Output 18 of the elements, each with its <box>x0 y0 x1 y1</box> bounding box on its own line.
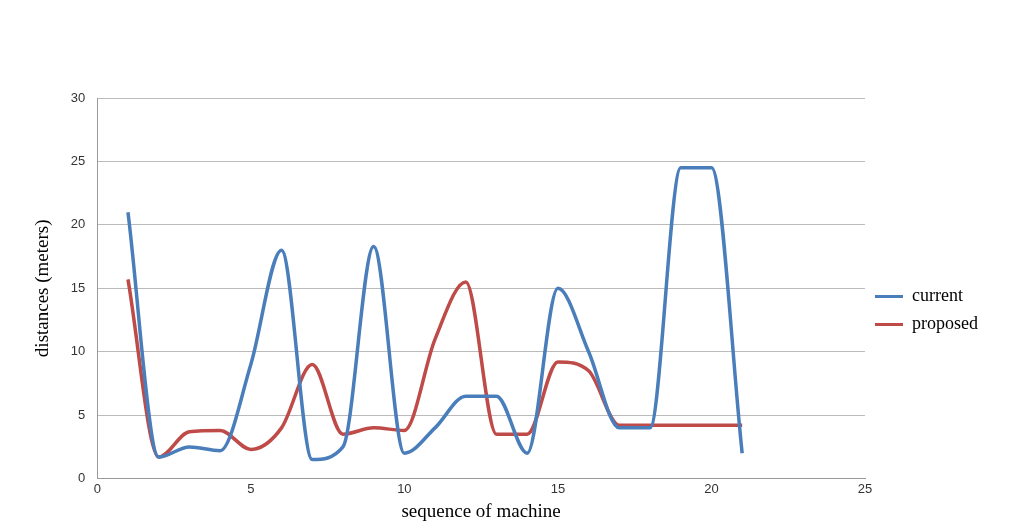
x-tick-label: 10 <box>397 480 412 496</box>
y-tick-label: 20 <box>70 216 86 232</box>
x-tick-label: 5 <box>247 480 255 496</box>
y-tick-label: 30 <box>70 89 86 105</box>
x-axis-title: sequence of machine <box>401 499 561 521</box>
y-tick-label: 10 <box>70 343 86 359</box>
y-axis-title: distances (meters) <box>31 219 54 358</box>
legend-label: current <box>912 285 963 306</box>
x-tick-label: 0 <box>93 480 101 496</box>
y-tick-label: 15 <box>70 279 86 295</box>
y-tick-label: 0 <box>78 470 86 486</box>
y-tick-label: 25 <box>70 153 86 169</box>
y-tick-label: 5 <box>78 406 86 422</box>
x-tick-label: 20 <box>704 480 719 496</box>
legend-label: proposed <box>912 313 979 334</box>
x-tick-label: 25 <box>857 480 873 496</box>
x-tick-label: 15 <box>550 480 566 496</box>
line-series <box>126 166 744 462</box>
